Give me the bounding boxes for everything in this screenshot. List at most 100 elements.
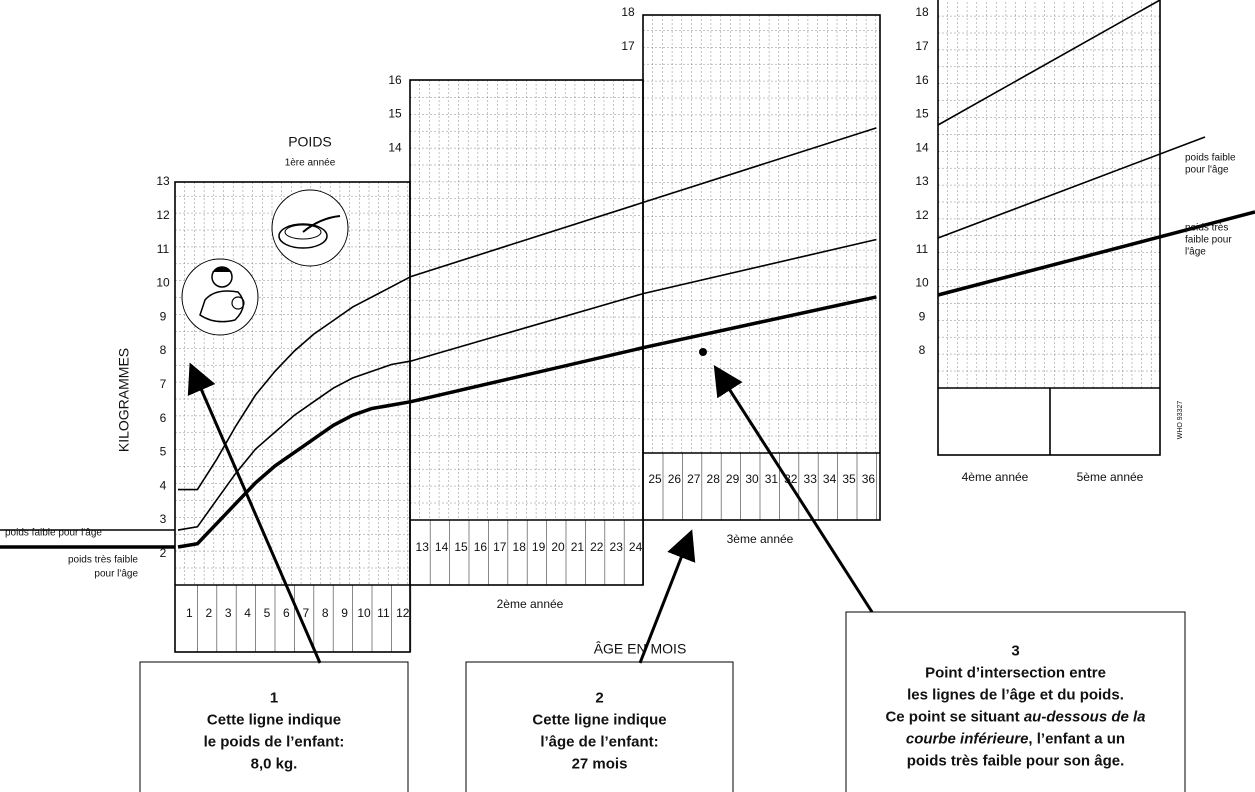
callout-line: l’âge de l’enfant:	[540, 733, 658, 750]
curve-label: poids très	[1185, 223, 1228, 234]
year-label: 2ème année	[497, 597, 564, 611]
callout-text: au-dessous de la	[1024, 708, 1146, 725]
x-tick-label: 29	[726, 472, 740, 486]
x-tick-label: 31	[765, 472, 779, 486]
y-tick-label: 4	[160, 478, 167, 492]
y-tick-label: 10	[156, 276, 170, 290]
callout-line: Ce point se situant au-dessous de la	[885, 708, 1145, 725]
x-tick-label: 1	[186, 606, 193, 620]
callouts: 1 Cette ligne indique le poids de l’enfant…	[140, 612, 1185, 792]
y-tick-label: 9	[919, 309, 926, 323]
x-tick-label: 12	[396, 606, 410, 620]
callout-line: Cette ligne indique	[207, 711, 341, 728]
y-tick-label: 18	[621, 5, 635, 19]
y-tick-label: 8	[919, 343, 926, 357]
x-tick-label: 8	[322, 606, 329, 620]
curve-label: l'âge	[1185, 247, 1206, 258]
callout-text: les lignes de l’âge et du poids.	[907, 686, 1124, 703]
y-tick-label: 8	[160, 343, 167, 357]
callout-line: 1	[270, 689, 278, 706]
x-tick-label: 33	[804, 472, 818, 486]
x-tick-label: 28	[707, 472, 721, 486]
panel-frame	[643, 15, 880, 520]
x-tick-label: 6	[283, 606, 290, 620]
callout-line: 8,0 kg.	[251, 755, 298, 772]
right-curves	[938, 0, 1255, 295]
x-tick-label: 21	[571, 540, 585, 554]
y-tick-label: 16	[915, 73, 929, 87]
child-point	[699, 348, 707, 356]
growth-chart: POIDS 1ère année 2ème année 3ème année 4…	[0, 0, 1255, 792]
callout-text: 27 mois	[572, 755, 628, 772]
panel-frame	[938, 0, 1160, 455]
x-tick-label: 19	[532, 540, 546, 554]
x-axis-label: ÂGE EN MOIS	[594, 641, 687, 657]
callout-text: 2	[595, 689, 603, 706]
y-tick-label: 14	[388, 140, 402, 154]
illustration-mother	[182, 259, 258, 335]
x-tick-label: 16	[474, 540, 488, 554]
x-tick-label: 10	[357, 606, 371, 620]
callout-line: Cette ligne indique	[532, 711, 666, 728]
x-tick-label: 25	[648, 472, 662, 486]
x-tick-label: 11	[377, 606, 390, 620]
y-tick-label: 16	[388, 73, 402, 87]
x-tick-label: 17	[493, 540, 507, 554]
y-tick-label: 17	[621, 39, 635, 53]
curve-label: poids très faible	[68, 555, 138, 566]
code: WHO 93327	[1177, 401, 1184, 440]
x-tick-label: 15	[454, 540, 468, 554]
callout-text: Cette ligne indique	[207, 711, 341, 728]
callout-text: courbe inférieure	[906, 730, 1029, 747]
x-tick-label: 14	[435, 540, 449, 554]
x-tick-label: 7	[302, 606, 309, 620]
x-tick-label: 9	[341, 606, 348, 620]
x-tick-label: 13	[416, 540, 430, 554]
y-tick-label: 12	[156, 208, 170, 222]
arrows	[192, 368, 872, 663]
callout-text: l’âge de l’enfant:	[540, 733, 658, 750]
x-tick-label: 22	[590, 540, 604, 554]
y-tick-label: 10	[915, 276, 929, 290]
curve-label: poids faible pour l'âge	[5, 528, 102, 539]
x-tick-label: 18	[513, 540, 527, 554]
y-tick-label: 11	[157, 242, 170, 256]
y-tick-label: 11	[916, 242, 929, 256]
y-tick-label: 2	[160, 546, 167, 560]
callout-text: , l’enfant a un	[1028, 730, 1125, 747]
callout-text: 1	[270, 689, 278, 706]
y-tick-label: 5	[160, 445, 167, 459]
x-tick-label: 27	[687, 472, 701, 486]
y-tick-label: 13	[915, 174, 929, 188]
callout-text: Ce point se situant	[885, 708, 1023, 725]
y-tick-label: 12	[915, 208, 929, 222]
callout-text: Cette ligne indique	[532, 711, 666, 728]
x-tick-label: 36	[862, 472, 876, 486]
year-label: 3ème année	[727, 532, 794, 546]
x-tick-label: 30	[745, 472, 759, 486]
y-tick-label: 17	[915, 39, 929, 53]
x-tick-label: 3	[225, 606, 232, 620]
grid	[175, 0, 1160, 652]
callout-line: les lignes de l’âge et du poids.	[907, 686, 1124, 703]
labels: POIDS 1ère année 2ème année 3ème année 4…	[5, 5, 1236, 657]
page: { "panel_title": "POIDS", "y_axis_label"…	[0, 0, 1255, 792]
year-label: 5ème année	[1077, 470, 1144, 484]
callout-line: courbe inférieure, l’enfant a un	[906, 730, 1125, 747]
y-tick-label: 7	[160, 377, 167, 391]
year-label: 1ère année	[285, 158, 336, 169]
callout-line: 2	[595, 689, 603, 706]
callout-text: le poids de l’enfant:	[204, 733, 345, 750]
x-tick-label: 23	[610, 540, 624, 554]
y-tick-label: 6	[160, 411, 167, 425]
callout-line: poids très faible pour son âge.	[907, 752, 1125, 769]
x-tick-label: 35	[842, 472, 856, 486]
callout-line: 3	[1011, 642, 1019, 659]
curve-label: poids faible	[1185, 153, 1236, 164]
y-tick-label: 3	[160, 512, 167, 526]
x-tick-label: 2	[205, 606, 212, 620]
y-tick-label: 13	[156, 174, 170, 188]
callout-line: le poids de l’enfant:	[204, 733, 345, 750]
curve-label: pour l'âge	[94, 569, 138, 580]
year-label: 4ème année	[962, 470, 1029, 484]
